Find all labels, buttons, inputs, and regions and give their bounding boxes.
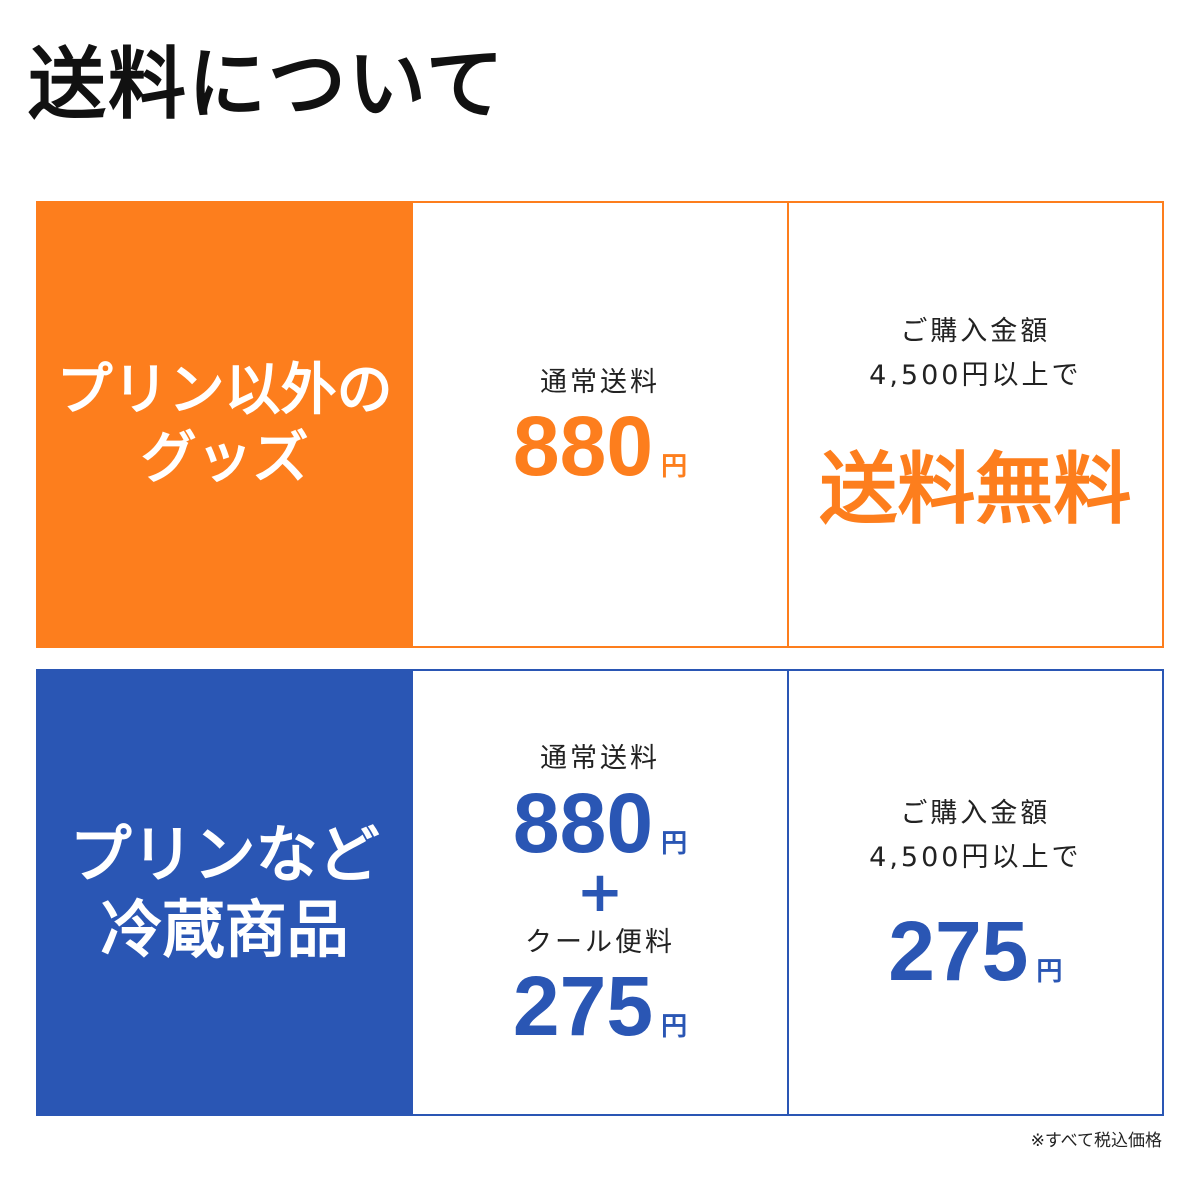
yen-unit: 円	[1036, 956, 1063, 987]
standard-plus-cool-cell: 通常送料 880 円 + クール便料 275 円	[411, 671, 786, 1114]
standard-shipping-cell: 通常送料 880 円	[411, 203, 786, 646]
condition-label: ご購入金額	[900, 316, 1051, 348]
page-title: 送料について	[28, 40, 506, 130]
heading-line: 冷蔵商品	[100, 892, 349, 966]
price-value: 275	[512, 958, 654, 1053]
standard-shipping-label: 通常送料	[539, 366, 660, 398]
plus-sign: +	[576, 859, 624, 925]
free-shipping-cell: ご購入金額 4,500円以上で 送料無料	[786, 203, 1162, 646]
price-value: 880	[512, 399, 654, 494]
cool-delivery-label: クール便料	[524, 926, 675, 958]
price-value: 880	[512, 775, 654, 870]
heading-line: グッズ	[140, 425, 309, 491]
condition-label: ご購入金額	[900, 798, 1051, 830]
standard-shipping-label: 通常送料	[539, 743, 660, 775]
refrigerated-goods-row: プリンなど 冷蔵商品 通常送料 880 円 + クール便料 275 円 ご購入金額 …	[36, 669, 1164, 1116]
standard-shipping-price: 880 円	[513, 404, 687, 488]
cool-delivery-price: 275 円	[513, 964, 687, 1048]
condition-threshold: 4,500円以上で	[869, 359, 1082, 391]
tax-note: ※すべて税込価格	[1030, 1131, 1162, 1151]
discount-shipping-cell: ご購入金額 4,500円以上で 275 円	[786, 671, 1162, 1114]
free-shipping-text: 送料無料	[819, 444, 1132, 535]
non-pudding-goods-row: プリン以外の グッズ 通常送料 880 円 ご購入金額 4,500円以上で 送料無…	[36, 201, 1164, 648]
category-heading: プリンなど 冷蔵商品	[38, 671, 412, 1114]
yen-unit: 円	[661, 828, 688, 859]
discount-price: 275 円	[888, 909, 1062, 993]
category-heading: プリン以外の グッズ	[38, 203, 412, 646]
price-value: 275	[888, 903, 1029, 998]
yen-unit: 円	[661, 452, 688, 483]
heading-line: プリンなど	[69, 818, 380, 892]
condition-threshold: 4,500円以上で	[869, 841, 1082, 873]
standard-shipping-price: 880 円	[513, 781, 687, 865]
yen-unit: 円	[661, 1011, 688, 1042]
heading-line: プリン以外の	[56, 358, 393, 424]
